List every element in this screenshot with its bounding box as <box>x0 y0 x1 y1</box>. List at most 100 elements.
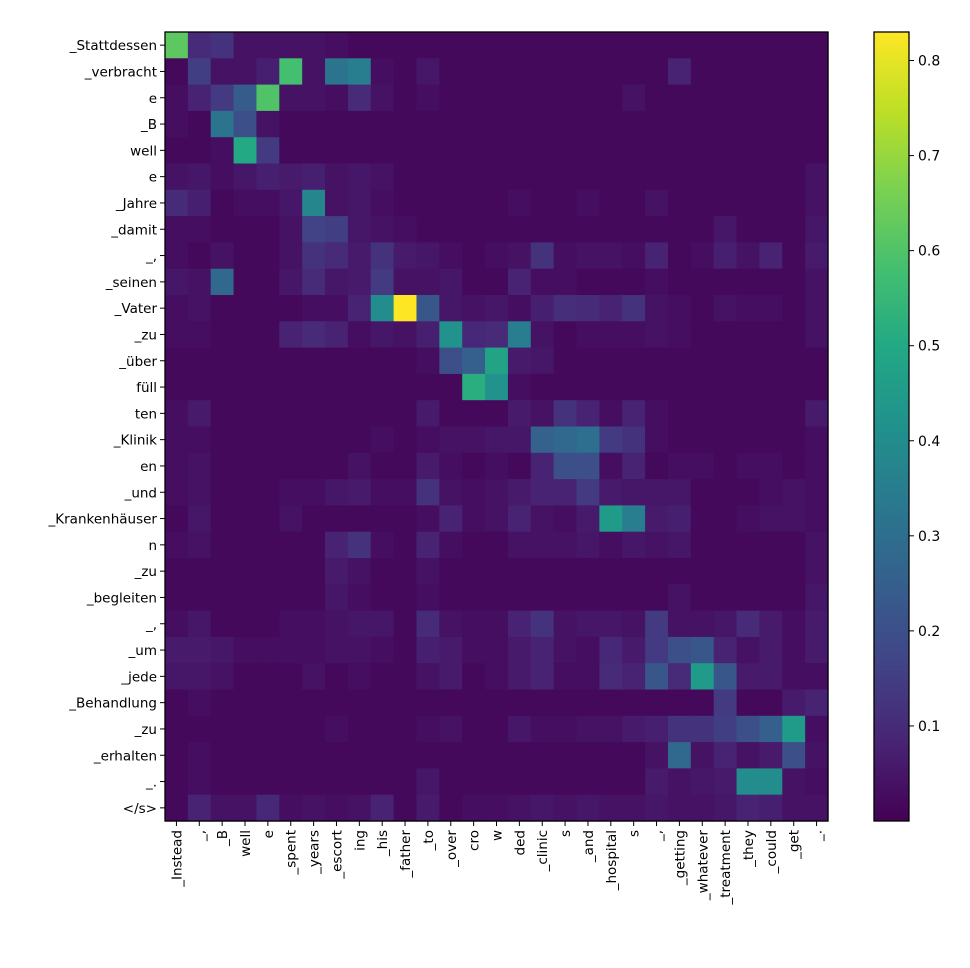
heatmap-cell <box>233 32 258 59</box>
heatmap-cell <box>805 715 829 743</box>
heatmap-cell <box>485 584 509 612</box>
heatmap-cell <box>485 505 509 533</box>
heatmap-cell <box>462 84 486 112</box>
heatmap-cell <box>279 689 303 717</box>
heatmap-cell <box>439 216 463 243</box>
heatmap-cell <box>370 110 395 138</box>
heatmap-cell <box>667 137 692 165</box>
heatmap-cell <box>690 216 715 243</box>
heatmap-cell <box>462 663 486 691</box>
x-tick-label: _his <box>375 830 391 857</box>
heatmap-cell <box>530 163 555 191</box>
y-tick-label: _Behandlung <box>68 696 157 712</box>
heatmap-cell <box>736 715 761 743</box>
heatmap-cell <box>667 321 692 349</box>
heatmap-cell <box>782 321 806 349</box>
heatmap-cell <box>302 32 326 59</box>
heatmap-cell <box>530 584 555 612</box>
heatmap-cell <box>599 558 623 585</box>
heatmap-cell <box>256 558 280 585</box>
heatmap-cell <box>393 295 418 322</box>
heatmap-cell <box>233 742 258 769</box>
heatmap-cell <box>553 400 578 428</box>
y-tick-label: _Klinik <box>113 433 157 449</box>
heatmap-cell <box>690 426 715 454</box>
heatmap-cell <box>256 32 280 59</box>
heatmap-cell <box>462 426 486 454</box>
heatmap-cell <box>690 163 715 191</box>
heatmap-cell <box>599 268 623 296</box>
heatmap-cell <box>622 84 646 112</box>
heatmap-cell <box>485 242 509 270</box>
heatmap-cell <box>599 242 623 270</box>
heatmap-cell <box>576 321 600 349</box>
heatmap-cell <box>325 110 349 138</box>
x-tick-label: _. <box>810 830 826 842</box>
heatmap-cell <box>690 479 715 506</box>
heatmap-cell <box>393 426 418 454</box>
heatmap-cell <box>187 505 212 533</box>
heatmap-cell <box>210 610 235 638</box>
heatmap-cell <box>485 715 509 743</box>
heatmap-cell <box>370 58 395 86</box>
heatmap-cell <box>165 84 189 112</box>
heatmap-cell <box>690 636 715 664</box>
heatmap-cell <box>553 505 578 533</box>
heatmap-cell <box>713 163 738 191</box>
heatmap-cell <box>622 295 646 322</box>
heatmap-cell <box>439 584 463 612</box>
heatmap-cell <box>187 452 212 480</box>
heatmap-cell <box>622 347 646 375</box>
heatmap-cell <box>462 742 486 769</box>
heatmap-cell <box>690 794 715 822</box>
heatmap-cell <box>736 742 761 769</box>
heatmap-cell <box>759 426 783 454</box>
heatmap-cell <box>736 242 761 270</box>
heatmap-cell <box>553 426 578 454</box>
heatmap-cell <box>233 268 258 296</box>
heatmap-cell <box>759 636 783 664</box>
heatmap-cell <box>187 663 212 691</box>
heatmap-cell <box>279 110 303 138</box>
heatmap-cell <box>736 216 761 243</box>
heatmap-cell <box>507 347 532 375</box>
heatmap-cell <box>233 216 258 243</box>
heatmap-cell <box>713 531 738 559</box>
heatmap-cell <box>736 636 761 664</box>
heatmap-cell <box>782 84 806 112</box>
heatmap-cell <box>393 505 418 533</box>
heatmap-cell <box>713 400 738 428</box>
heatmap-cell <box>667 768 692 796</box>
heatmap-cell <box>645 558 669 585</box>
heatmap-cell <box>439 268 463 296</box>
heatmap-cell <box>576 715 600 743</box>
heatmap-cell <box>370 531 395 559</box>
heatmap-cell <box>736 479 761 506</box>
heatmap-cell <box>645 189 669 217</box>
x-tick-label: _, <box>650 830 666 842</box>
heatmap-cell <box>576 558 600 585</box>
heatmap-cell <box>302 479 326 506</box>
heatmap-cell <box>165 742 189 769</box>
heatmap-cell <box>347 400 372 428</box>
heatmap-cell <box>233 373 258 401</box>
heatmap-cell <box>165 426 189 454</box>
heatmap-cell <box>782 715 806 743</box>
heatmap-cell <box>690 689 715 717</box>
heatmap-cell <box>530 32 555 59</box>
heatmap-cell <box>210 216 235 243</box>
y-tick-label: _Stattdessen <box>69 38 157 54</box>
heatmap-cell <box>576 400 600 428</box>
heatmap-cell <box>599 426 623 454</box>
heatmap-cell <box>325 268 349 296</box>
heatmap-cell <box>805 84 829 112</box>
heatmap-cell <box>187 373 212 401</box>
heatmap-cell <box>553 663 578 691</box>
heatmap-cell <box>759 715 783 743</box>
heatmap-cell <box>347 636 372 664</box>
heatmap-cell <box>302 347 326 375</box>
heatmap-cell <box>599 663 623 691</box>
heatmap-cell <box>325 794 349 822</box>
heatmap-cell <box>233 295 258 322</box>
y-tick-label: _, <box>145 249 157 265</box>
